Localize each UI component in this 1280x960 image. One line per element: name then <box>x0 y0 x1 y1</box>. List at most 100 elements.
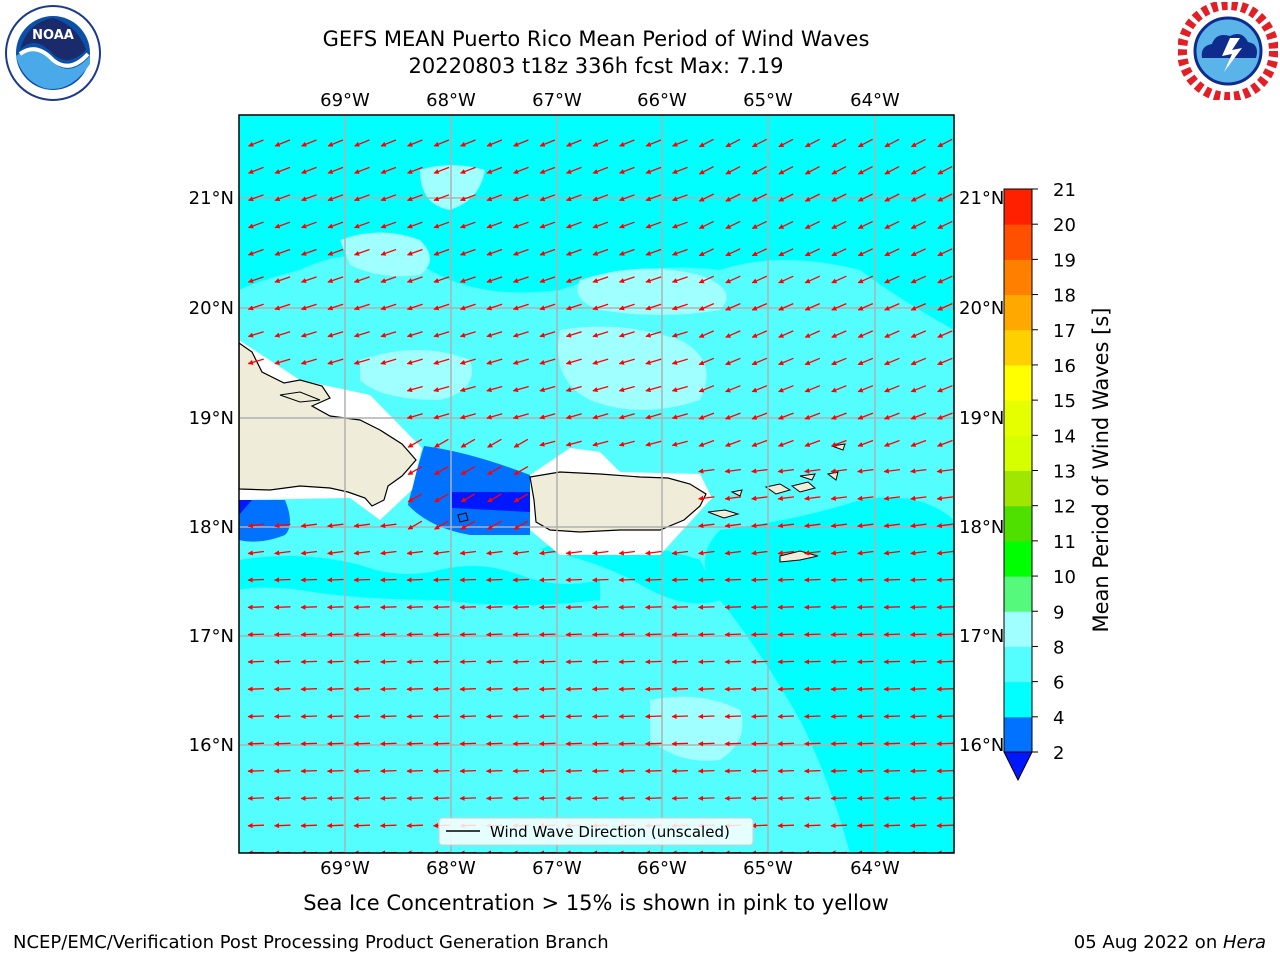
wind-arrow <box>645 166 662 174</box>
wind-arrow <box>247 303 264 311</box>
wind-arrow <box>804 468 821 474</box>
wind-arrow <box>513 248 529 256</box>
wind-arrow <box>433 303 450 311</box>
wind-arrow <box>672 166 688 174</box>
wind-arrow <box>697 768 715 774</box>
wind-arrow <box>591 686 609 692</box>
colorbar-label: Mean Period of Wind Waves [s] <box>1089 308 1113 633</box>
lat-labels-right: 21°N 20°N 19°N 18°N 17°N 16°N <box>959 188 1004 756</box>
wind-arrow <box>804 385 821 393</box>
wind-arrow <box>486 139 503 147</box>
wind-arrow <box>937 193 953 202</box>
wind-arrow <box>698 468 715 474</box>
wind-arrow <box>592 358 609 365</box>
wind-arrow <box>460 139 476 147</box>
svg-text:19°N: 19°N <box>189 408 234 429</box>
wind-arrow <box>433 385 450 393</box>
wind-arrow <box>591 713 609 720</box>
svg-text:20°N: 20°N <box>959 298 1004 319</box>
wind-arrow <box>434 520 449 530</box>
wind-arrow <box>671 604 689 610</box>
wind-arrow <box>618 713 636 720</box>
wind-arrow <box>857 275 874 284</box>
wind-arrow <box>857 523 874 529</box>
wind-arrow <box>856 577 874 583</box>
wind-arrow <box>353 823 371 829</box>
wind-arrow <box>857 248 873 257</box>
wind-arrow <box>910 193 926 202</box>
wind-arrow <box>857 495 874 501</box>
wind-arrow <box>698 193 714 202</box>
wind-arrow <box>619 139 635 147</box>
wind-arrow <box>804 495 821 501</box>
wind-arrow <box>566 248 582 256</box>
wind-arrow <box>407 166 423 174</box>
wind-arrow <box>830 495 847 501</box>
wind-arrows <box>247 138 954 853</box>
wind-arrow <box>300 659 318 665</box>
wind-arrow <box>353 768 371 774</box>
wind-arrow <box>592 276 609 284</box>
wind-arrow <box>513 438 529 448</box>
wind-arrow <box>273 631 291 638</box>
wind-arrow <box>831 220 847 229</box>
wind-arrow <box>883 468 900 474</box>
wind-arrow <box>539 358 556 365</box>
wind-arrow <box>512 385 529 393</box>
wind-arrow <box>883 523 900 529</box>
wind-arrow <box>406 768 424 774</box>
wind-arrow <box>618 604 636 610</box>
wind-arrow <box>247 659 265 665</box>
wind-arrow <box>592 303 609 311</box>
wind-arrow <box>432 604 450 610</box>
wind-arrow <box>432 686 450 692</box>
wind-arrow <box>459 550 476 556</box>
wind-arrow <box>750 604 768 610</box>
wind-arrow <box>486 331 503 338</box>
wind-arrow <box>274 248 291 256</box>
wind-arrow <box>591 768 609 774</box>
wind-arrow <box>301 248 317 256</box>
wind-arrow <box>671 358 688 365</box>
wind-arrow <box>380 523 397 529</box>
wind-arrow <box>592 440 609 447</box>
wind-arrow <box>485 768 503 774</box>
wind-arrow <box>327 331 344 338</box>
wind-arrow <box>379 795 397 801</box>
wind-arrow <box>539 303 556 311</box>
wind-arrow <box>778 439 794 447</box>
wind-arrow <box>353 741 371 747</box>
wind-arrow <box>353 659 371 665</box>
wind-arrow <box>353 358 370 365</box>
wind-arrow <box>327 550 344 556</box>
wind-arrow <box>247 741 265 747</box>
wind-arrow <box>539 440 556 447</box>
wind-arrow <box>460 520 476 530</box>
wind-arrow <box>725 357 741 366</box>
svg-text:66°W: 66°W <box>637 858 687 879</box>
wind-arrow <box>803 713 821 720</box>
wind-arrow <box>777 631 795 638</box>
colorbar-band <box>1004 364 1032 401</box>
wind-arrow <box>513 166 529 174</box>
wind-arrow <box>830 468 847 474</box>
wind-arrow <box>725 330 741 338</box>
wind-arrow <box>909 659 927 665</box>
wind-arrow <box>803 686 821 692</box>
footer-host: Hera <box>1222 932 1266 953</box>
svg-text:16°N: 16°N <box>959 735 1004 756</box>
wind-arrow <box>644 795 662 801</box>
wind-arrow <box>512 577 530 583</box>
wind-arrow <box>778 412 794 420</box>
wind-arrow <box>883 741 901 747</box>
wind-arrow <box>326 577 344 583</box>
wind-arrow <box>274 166 291 174</box>
wind-arrow <box>672 194 688 202</box>
wind-arrow <box>936 686 954 692</box>
wind-arrow <box>857 330 874 338</box>
wind-arrow <box>459 358 476 365</box>
wind-arrow <box>512 741 530 747</box>
wind-arrow <box>803 823 821 829</box>
wind-arrow <box>300 604 318 610</box>
